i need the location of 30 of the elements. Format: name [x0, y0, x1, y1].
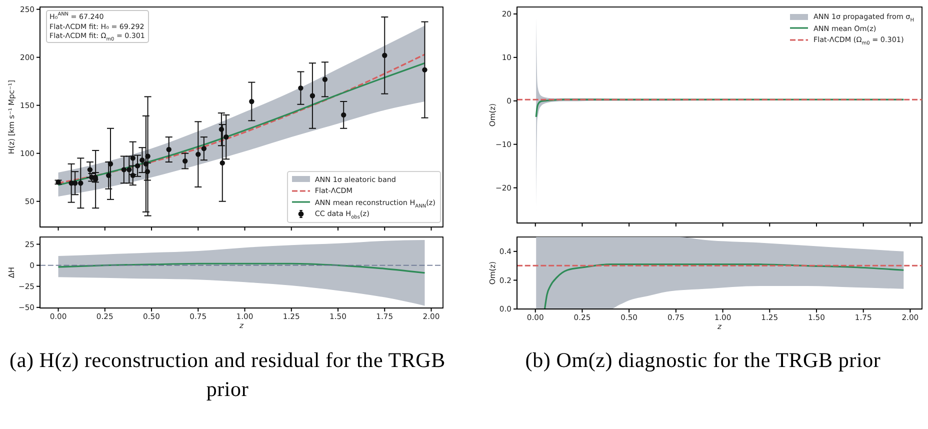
point — [108, 161, 114, 167]
point — [126, 167, 132, 172]
point — [422, 67, 428, 72]
point — [218, 126, 224, 132]
point — [143, 161, 149, 167]
text: (b) Om(z) diagnostic for the TRGB prior — [524, 346, 882, 374]
point — [166, 146, 172, 152]
point — [130, 156, 136, 161]
point — [196, 152, 201, 157]
point — [249, 98, 254, 104]
text: (a) H(z) reconstruction and residual for the TRGB prior — [8, 346, 446, 402]
point — [87, 167, 93, 172]
point — [220, 160, 225, 166]
point — [106, 172, 112, 178]
line-series — [544, 264, 904, 309]
point — [382, 52, 388, 58]
point — [224, 134, 229, 140]
point — [298, 85, 304, 91]
point — [341, 112, 346, 118]
line-series — [57, 262, 426, 274]
point — [134, 163, 140, 168]
point — [201, 146, 207, 152]
point — [322, 76, 328, 82]
point — [310, 93, 316, 98]
point — [78, 180, 84, 186]
point — [140, 157, 145, 163]
point — [121, 167, 127, 172]
point — [144, 168, 150, 174]
point — [145, 154, 150, 159]
point — [182, 158, 188, 164]
